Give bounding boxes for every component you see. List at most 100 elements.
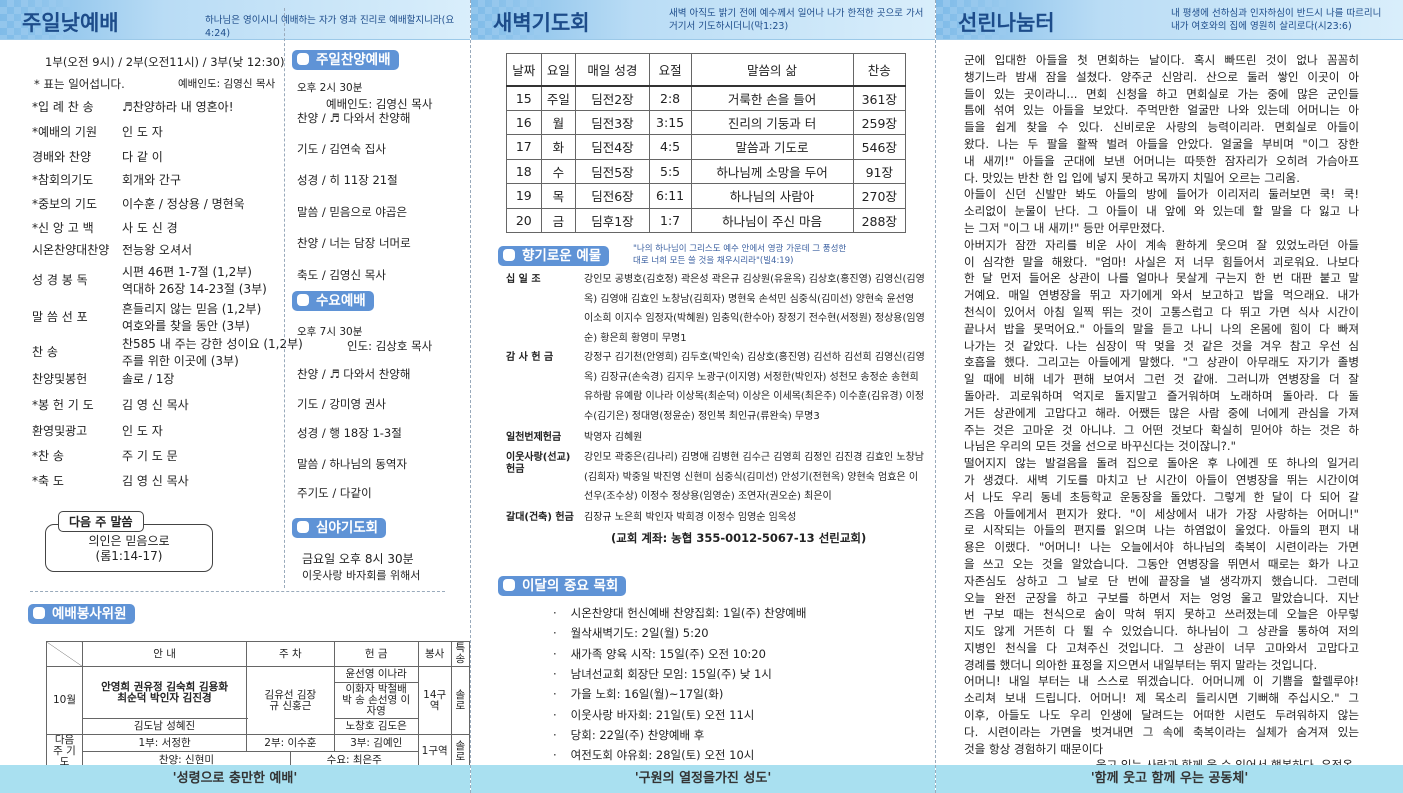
guide-main: 안영희 권유정 김숙희 김용화 최순덕 박인자 김진경 [81, 666, 248, 719]
program-label: *축 도 [32, 474, 64, 488]
essay-line: 경례를 했더니 의아한 표정을 지으면서 내일부터는 뛰지 말라는 것입니다. [964, 657, 1318, 672]
offering-label: 갈대(건축) 헌금 [506, 512, 574, 523]
table-cell: 3:15 [648, 109, 692, 135]
program-value: 사 도 신 경 [122, 221, 178, 235]
offering-names: 김장규 노은희 박인자 박희경 이정수 임영순 임옥성 [584, 512, 797, 523]
service-cell: 14구역 [417, 666, 452, 735]
column-divider [284, 8, 285, 588]
col-header: 봉사 [417, 641, 452, 667]
standing-note: * 표는 일어섭니다. [34, 77, 125, 91]
wed-time: 오후 7시 30분 [297, 326, 363, 338]
table-row: 20 금 딤후1장 1:7 하나님이 주신 마음 288장 [506, 207, 907, 233]
section-pill-wednesday: 수요예배 [292, 291, 374, 311]
corner-cell [46, 641, 83, 667]
praise-item: 성경 / 히 11장 21절 [297, 173, 398, 187]
event-text: 당회: 22일(주) 찬양예배 후 [570, 727, 705, 742]
table-row: 19 목 딤전6장 6:11 하나님의 사람아 270장 [506, 183, 907, 209]
essay-text: 군에 입대한 아들을 첫 면회하는 날이다. 혹시 빠뜨린 것이 없나 꼼꼼히 챙… [964, 52, 1359, 774]
program-label: 찬 송 [32, 345, 58, 359]
essay-line: 나가는 것 같았다. 나는 심장이 딱 멎을 것 같은 것을 겨우 참고 우선 … [964, 338, 1359, 353]
table-cell: 말씀과 기도로 [690, 134, 854, 160]
offering-names: 강인모 공병호(김호정) 곽은성 곽은규 김상원(유윤옥) 김상호(홍진영) 김… [584, 274, 925, 344]
bullet-icon: · [553, 707, 557, 722]
praise-leader: 예배인도: 김영신 목사 [326, 97, 433, 111]
table-cell: 딤전6장 [575, 183, 650, 209]
essay-line: 오늘 완전 군장을 하고 구보를 하면서 저는 엉엉 울고 말았습니다. 지난 [964, 590, 1359, 605]
event-item: · 여전도회 야유회: 28일(토) 오전 10시 [553, 747, 754, 763]
program-label: *예배의 기원 [32, 125, 98, 139]
table-cell: 20 [506, 207, 542, 233]
table-cell: 딤전2장 [575, 85, 650, 111]
essay-line: 거든 상관에게 고맙다고 해라. 어쨌든 많은 사람 중에 너에게 관심을 가져 [964, 405, 1359, 420]
panel-dawn-prayer: 새벽기도회 새벽 아직도 밝기 전에 예수께서 일어나 나가 한적한 곳으로 가… [470, 0, 935, 793]
next-week-ref: (롬1:14-17) [95, 549, 163, 563]
header-verse: 내 평생에 선하심과 인자하심이 반드시 나를 따르리니 내가 여호와의 집에 … [1171, 8, 1382, 32]
next-week-prayer-label: 다음주 기 도 [46, 734, 83, 769]
program-label: 말 씀 선 포 [32, 310, 88, 324]
program-value: 찬585 내 주는 강한 성이요 (1,2부) [122, 337, 303, 351]
panel-header: 새벽기도회 새벽 아직도 밝기 전에 예수께서 일어나 나가 한적한 곳으로 가… [471, 0, 935, 40]
section-pill-offering: 향기로운 예물 [498, 246, 610, 266]
wed-item: 주기도 / 다같이 [297, 486, 372, 500]
panel-header: 주일낮예배 하나님은 영이시니 예배하는 자가 영과 진리로 예배할지니라(요4… [0, 0, 470, 40]
servers-table: 안 내 주 차 헌 금 봉사 특송 10월 안영희 권유정 김숙희 김용화 최순… [46, 641, 471, 769]
bullet-icon: · [553, 687, 557, 702]
footer-motto: '함께 웃고 함께 우는 공동체' [936, 765, 1403, 793]
col-header: 요일 [540, 53, 577, 87]
table-header-row: 날짜 요일 매일 성경 요절 말씀의 삶 찬송 [506, 53, 907, 87]
essay-line: 돌아라. 괴로워하며 억지로 돌지말고 즐거워하며 노래하며 돌아라. 다 돌 [964, 388, 1359, 403]
essay-line: 왔다. 나는 두 팔을 활짝 벌려 아들을 안았다. 얼굴을 부비며 "이그 장… [964, 136, 1359, 151]
header-verse: 새벽 아직도 밝기 전에 예수께서 일어나 나가 한적한 곳으로 가서 거기서 … [669, 8, 924, 32]
panel-title: 새벽기도회 [493, 11, 590, 35]
month-cell: 10월 [46, 666, 83, 735]
table-cell: 546장 [852, 134, 907, 160]
essay-line: 을 쓰고 오는 것을 알았습니다. 그동안 연병장을 뛰면서 때로는 화가 나고 [964, 556, 1359, 571]
event-text: 이웃사랑 바자회: 21일(토) 오전 11시 [570, 707, 755, 722]
table-cell: 하나님께 소망을 두어 [690, 158, 854, 184]
col-header: 매일 성경 [575, 53, 650, 87]
wed-leader: 인도: 김상호 목사 [347, 339, 433, 353]
event-item: · 새가족 양육 시작: 15일(주) 오전 10:20 [553, 646, 766, 662]
essay-line: 번 구보 때는 천식으로 숨이 막혀 뛰지 못하고 쓰러졌는데 오늘은 아무렇 [964, 607, 1359, 622]
col-header: 찬송 [852, 53, 907, 87]
essay-line: 군에 입대한 아들을 첫 면회하는 날이다. 혹시 빠뜨린 것이 없나 꼼꼼히 [964, 53, 1359, 67]
program-value: 여호와를 찾을 동안 (3부) [122, 319, 250, 333]
col-header: 특송 [450, 641, 471, 667]
col-header: 날짜 [506, 53, 542, 87]
table-cell: 하나님의 사람아 [690, 183, 854, 209]
event-item: · 가을 노회: 16일(월)~17일(화) [553, 686, 723, 702]
checker-pattern [471, 0, 541, 40]
table-cell: 1:7 [648, 207, 692, 233]
checker-pattern [0, 0, 70, 40]
footer-motto: '성령으로 충만한 예배' [0, 765, 470, 793]
next-service-cell: 1구역 [417, 734, 452, 769]
table-cell: 주일 [540, 85, 577, 111]
table-cell: 270장 [852, 183, 907, 209]
panel-header: 선린나눔터 내 평생에 선하심과 인자하심이 반드시 나를 따르리니 내가 여호… [936, 0, 1403, 40]
table-row: 15 주일 딤전2장 2:8 거룩한 손을 들어 361장 [506, 85, 907, 111]
event-text: 남녀선교회 회장단 모임: 15일(주) 낮 1시 [570, 666, 772, 681]
program-value: 흔들리지 않는 믿음 (1,2부) [122, 302, 262, 316]
program-label: *참회의기도 [32, 173, 94, 187]
table-cell: 딤후1장 [575, 207, 650, 233]
next-week-title: 의인은 믿음으로 [88, 534, 170, 548]
essay-line: 호흡을 했다. 그리고는 아들에게 말했다. "그 상관이 아무래도 자기가 졸… [964, 355, 1359, 370]
church-account: (교회 계좌: 농협 355-0012-5067-13 선린교회) [611, 531, 867, 545]
offering-verse: "나의 하나님이 그리스도 예수 안에서 영광 가운데 그 풍성한 대로 너희 … [633, 244, 847, 266]
praise-item: 축도 / 김영신 목사 [297, 268, 386, 282]
offering-label: 감 사 헌 금 [506, 352, 554, 363]
program-label: *입 례 찬 송 [32, 100, 94, 114]
table-cell: 91장 [852, 158, 907, 184]
essay-line: 자존심도 상하고 그 날로 단 번에 끝장을 낼 생각까지 했습니다. 그런데 [964, 573, 1359, 588]
essay-line: 이후, 아들도 나도 우리 인생에 달려드는 어떠한 시련도 두려워하지 않는 [964, 708, 1359, 723]
section-pill-praise: 주일찬양예배 [292, 50, 399, 70]
essay-line: 천식이 있어서 아침 일찍 뛰는 것이 고통스럽고 다 뛰고 가면 식사 시간이 [964, 304, 1359, 319]
bullet-icon: · [553, 646, 557, 661]
event-text: 새가족 양육 시작: 15일(주) 오전 10:20 [570, 646, 766, 661]
next-week-box: 다음 주 말씀 의인은 믿음으로 (롬1:14-17) [45, 511, 213, 572]
table-cell: 288장 [852, 207, 907, 233]
program-value: 솔로 / 1장 [122, 372, 175, 386]
praise-item: 찬양 / ♬ 다와서 찬양해 [297, 111, 411, 125]
night-prayer-note: 이웃사랑 바자회를 위해서 [302, 569, 421, 582]
program-value: 전능왕 오셔서 [122, 243, 193, 257]
